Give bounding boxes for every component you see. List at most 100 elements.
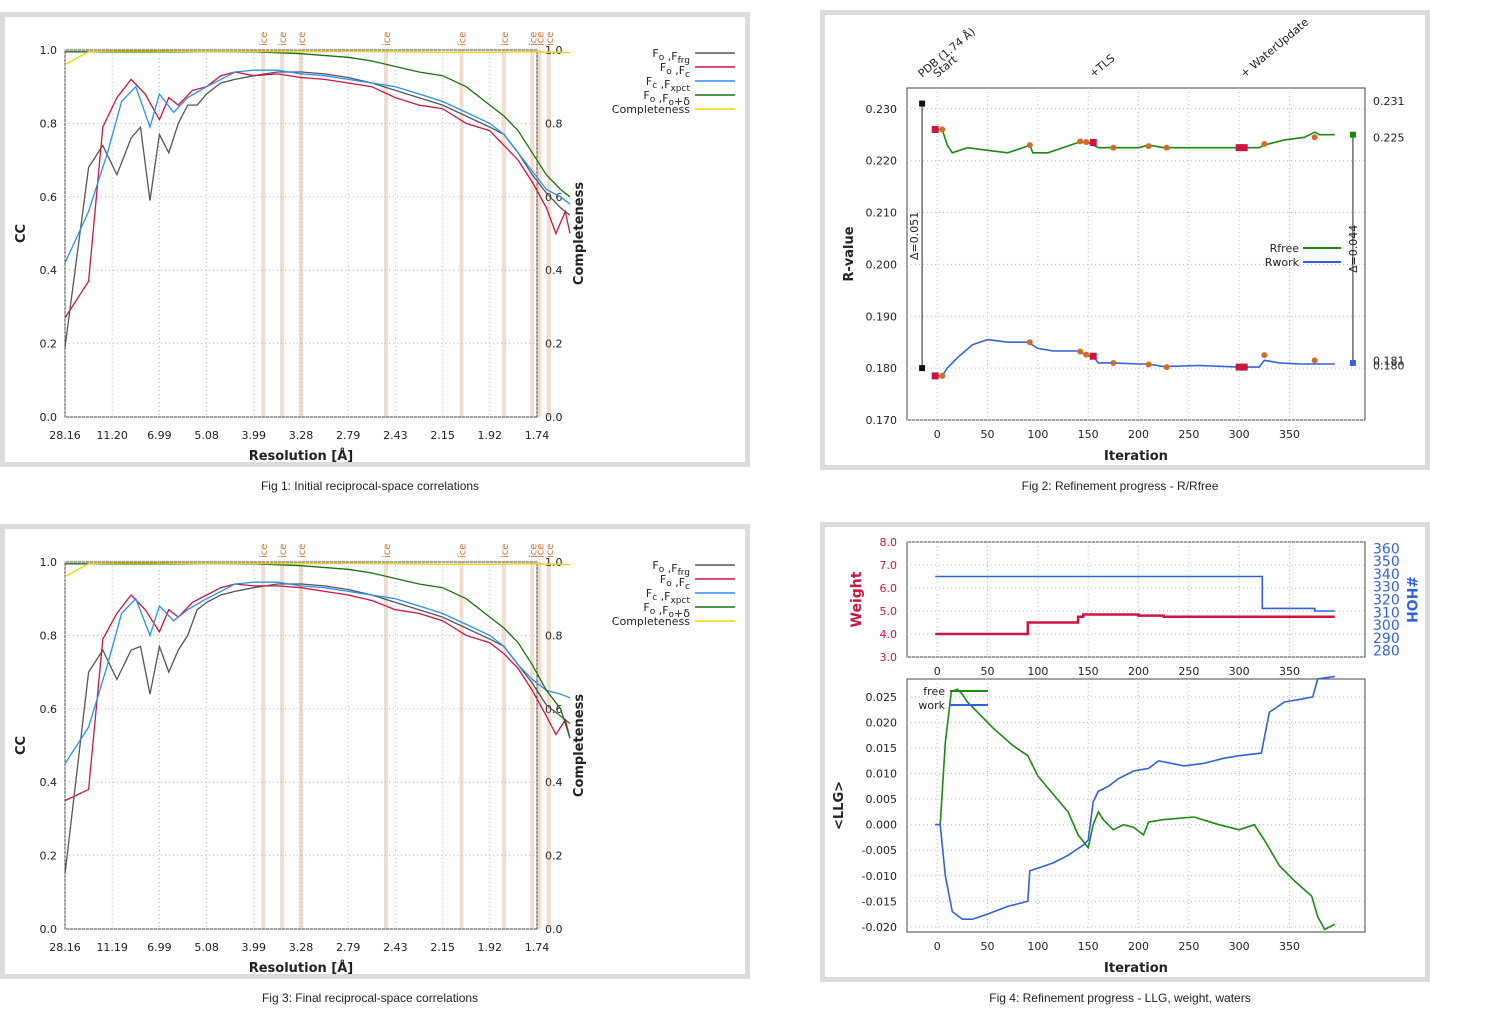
stage-label: + WaterUpdate [1238,16,1312,81]
x-tick-label: 0 [934,940,941,953]
hoh-tick-label: 340 [1373,567,1400,583]
x-tick-label: 300 [1229,940,1250,953]
marker-cycle [1083,138,1090,145]
x-tick-label: 2.15 [430,429,455,442]
x-tick-label: 3.99 [242,941,267,954]
legend-label: free [923,685,945,698]
series-line-frg [64,583,571,874]
x-tick-label: 250 [1178,940,1199,953]
y-axis-label: R-value [842,226,857,281]
y2-axis-label: Completeness [572,694,587,797]
x-tick-label: 50 [981,665,995,678]
marker-cycle [1083,351,1090,358]
ice-ring-band [546,562,551,929]
right-value-label: 0.231 [1373,95,1405,108]
legend-label: Fo ,Fo+δ [643,89,690,108]
series-line-fc [64,71,571,319]
marker-cycle [939,372,946,379]
y2-axis-label: Completeness [572,182,587,285]
ice-ring-band [299,562,303,929]
ice-ring-band [530,562,535,929]
y2-tick-label: 0.8 [545,117,563,130]
ice-ring-band [261,50,266,417]
ice-ring-label: ice [545,544,556,558]
y-tick-label: 0.025 [866,691,898,704]
hoh-tick-label: 330 [1373,580,1400,596]
series-line-fc [64,583,571,802]
series-line-weight [935,613,1335,636]
y2-tick-label: 0.6 [545,191,563,204]
ice-ring-label: ice [500,544,511,558]
x-tick-label: 150 [1078,428,1099,441]
ice-ring-band [501,50,506,417]
weight-tick-label: 6.0 [880,582,898,595]
y-tick-label: 0.220 [866,155,898,168]
y2-tick-label: 0.2 [545,850,563,863]
fig3-caption: Fig 3: Final reciprocal-space correlatio… [261,991,479,1005]
x-tick-label: 1.92 [478,429,503,442]
ice-ring-label: ice [297,544,308,558]
y2-tick-label: 1.0 [545,44,563,57]
marker-cycle [939,126,946,133]
x-tick-label: 350 [1279,665,1300,678]
y-tick-label: -0.010 [862,870,897,883]
y-tick-label: 0.230 [866,103,898,116]
legend-label: Fc ,Fxpct [646,587,691,606]
x-tick-label: 6.99 [147,941,172,954]
fig1-panel: 28.16 11.20 6.99 5.08 3.99 3.28 2.79 2.43 2.15 1.… [0,12,750,467]
marker-cycle [1077,138,1084,145]
marker-cycle [1145,143,1152,150]
y-tick-label: 0.000 [866,819,898,832]
x-tick-label: 3.99 [242,429,267,442]
right-value-label: 0.180 [1373,360,1405,373]
y2-tick-label: 0.8 [545,629,563,642]
x-tick-label: 200 [1128,665,1149,678]
y-tick-label: 0.200 [866,258,898,271]
x-tick-label: 350 [1279,428,1300,441]
marker-stage [1089,138,1097,146]
y-tick-label: 0.190 [866,310,898,323]
marker-stage [1235,144,1243,152]
y-tick-label: 0.4 [40,776,58,789]
y-tick-label: 0.8 [40,117,58,130]
fig4-panel: 0 50 100 150 200 250 300 350 3.0 4.0 5.0 6.0 7.0 8.0 2… [820,522,1430,982]
fig2-caption: Fig 2: Refinement progress - R/Rfree [1021,479,1219,493]
y-tick-label: -0.020 [862,921,897,934]
series-line-rwork [935,675,1335,921]
x-tick-label: 28.16 [49,429,81,442]
y2-tick-label: 1.0 [545,556,563,569]
x-tick-label: 11.20 [96,429,128,442]
x-tick-label: 200 [1128,428,1149,441]
marker-end-rfree [1349,131,1356,138]
x-tick-label: 3.28 [289,941,314,954]
weight-tick-label: 8.0 [880,536,898,549]
legend-label: Fo ,Fc [660,61,690,80]
ice-ring-label: ice [535,32,546,46]
ice-ring-band [299,50,303,417]
marker-pdb [919,100,926,107]
x-tick-label: 150 [1078,665,1099,678]
y2-tick-label: 0.4 [545,264,563,277]
legend-label: Fo ,Fo+δ [643,601,690,620]
x-tick-label: 2.79 [336,941,361,954]
ice-ring-label: ice [457,544,468,558]
x-tick-label: 28.16 [49,941,81,954]
x-tick-label: 2.43 [383,941,408,954]
hoh-tick-label: 350 [1373,554,1400,570]
weight-tick-label: 7.0 [880,559,898,572]
ice-ring-label: ice [259,544,270,558]
x-tick-label: 2.15 [430,941,455,954]
ice-ring-label: ice [382,32,393,46]
marker-cycle [1026,142,1033,149]
x-tick-label: 2.79 [336,429,361,442]
y-tick-label: 0.020 [866,716,898,729]
x-tick-label: 6.99 [147,429,172,442]
ice-ring-band [459,50,464,417]
ice-ring-label: ice [278,32,289,46]
legend-label: Fo ,Ffrg [652,559,690,578]
x-tick-label: 250 [1178,665,1199,678]
y2-tick-label: 0.2 [545,338,563,351]
marker-stage [931,372,939,380]
marker-stage [1235,363,1243,371]
series-line-completeness [64,50,571,66]
